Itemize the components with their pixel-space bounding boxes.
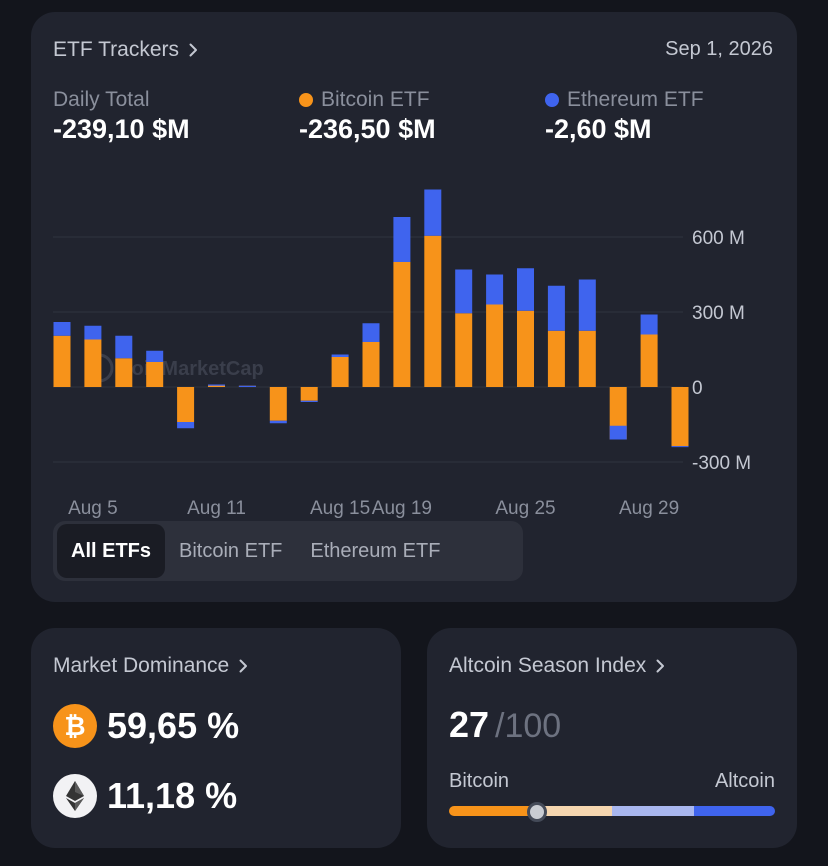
bar-segment-light-blue (612, 806, 694, 816)
chevron-right-icon (189, 43, 198, 57)
ethereum-etf-stat: Ethereum ETF -2,60 $M (545, 88, 704, 145)
daily-total-stat: Daily Total -239,10 $M (53, 88, 190, 145)
bar-ethereum-etf[interactable] (362, 323, 380, 342)
ethereum-legend-dot (545, 93, 559, 107)
bar-bitcoin-etf[interactable] (84, 339, 102, 388)
altcoin-side-label: Altcoin (714, 770, 775, 792)
bar-ethereum-etf[interactable] (238, 385, 256, 387)
bar-ethereum-etf[interactable] (115, 335, 133, 359)
y-tick-label: 300 M (692, 303, 745, 324)
altcoin-index-marker (527, 802, 548, 822)
bar-bitcoin-etf[interactable] (300, 387, 318, 401)
svg-text:₿: ₿ (64, 712, 85, 740)
bar-bitcoin-etf[interactable] (177, 387, 195, 422)
etf-trackers-title: ETF Trackers (53, 38, 180, 61)
eth-dominance-row: 11,18 % (53, 774, 237, 818)
etf-filter-tabs: All ETFs Bitcoin ETF Ethereum ETF (53, 521, 523, 581)
y-tick-label: 0 (692, 378, 703, 399)
x-tick-label: Aug 19 (372, 498, 432, 519)
bar-ethereum-etf[interactable] (517, 268, 534, 311)
market-dominance-card[interactable]: Market Dominance ₿ 59,65 % 11,18 % (31, 628, 401, 848)
bar-ethereum-etf[interactable] (578, 279, 596, 331)
btc-dominance-value: 59,65 % (107, 705, 240, 746)
altcoin-season-link[interactable]: Altcoin Season Index (449, 654, 665, 678)
bar-ethereum-etf[interactable] (609, 425, 627, 440)
altcoin-season-bar (449, 806, 775, 816)
bar-bitcoin-etf[interactable] (640, 334, 658, 388)
bar-ethereum-etf[interactable] (640, 314, 658, 335)
bar-bitcoin-etf[interactable] (455, 313, 473, 387)
bar-ethereum-etf[interactable] (486, 274, 504, 305)
bar-ethereum-etf[interactable] (300, 400, 318, 402)
bar-bitcoin-etf[interactable] (115, 358, 133, 387)
bitcoin-etf-value: -236,50 $M (299, 114, 436, 144)
chevron-right-icon (656, 659, 665, 673)
daily-total-label: Daily Total (53, 88, 150, 111)
bitcoin-legend-dot (299, 93, 313, 107)
bitcoin-etf-stat: Bitcoin ETF -236,50 $M (299, 88, 436, 145)
market-dominance-link[interactable]: Market Dominance (53, 654, 248, 678)
bar-ethereum-etf[interactable] (269, 420, 287, 424)
altcoin-season-title: Altcoin Season Index (449, 654, 647, 677)
bar-bitcoin-etf[interactable] (424, 235, 442, 387)
bar-bitcoin-etf[interactable] (269, 387, 287, 421)
altcoin-season-card[interactable]: Altcoin Season Index 27/100 Bitcoin Altc… (427, 628, 797, 848)
ethereum-etf-label: Ethereum ETF (567, 88, 704, 111)
bar-bitcoin-etf[interactable] (53, 335, 71, 387)
bar-ethereum-etf[interactable] (53, 322, 71, 336)
x-tick-label: Aug 5 (68, 498, 118, 519)
ethereum-icon (53, 774, 97, 818)
tab-bitcoin-etf[interactable]: Bitcoin ETF (179, 539, 283, 562)
watermark-text: CoinMarketCap (117, 358, 264, 380)
bar-bitcoin-etf[interactable] (146, 362, 164, 387)
tab-all-etfs[interactable]: All ETFs (57, 524, 166, 578)
bitcoin-etf-label: Bitcoin ETF (321, 88, 430, 111)
bar-segment-light-orange (530, 806, 612, 816)
altcoin-index-max: /100 (495, 707, 562, 745)
bar-bitcoin-etf[interactable] (547, 330, 565, 387)
ethereum-etf-value: -2,60 $M (545, 114, 652, 144)
bar-ethereum-etf[interactable] (671, 446, 689, 448)
x-tick-label: Aug 15 (310, 498, 370, 519)
x-tick-label: Aug 29 (619, 498, 679, 519)
daily-total-value: -239,10 $M (53, 114, 190, 144)
bar-ethereum-etf[interactable] (393, 217, 411, 262)
x-tick-label: Aug 25 (495, 498, 555, 519)
bar-ethereum-etf[interactable] (424, 189, 442, 236)
altcoin-index-number: 27 (449, 704, 490, 745)
btc-dominance-row: ₿ 59,65 % (53, 704, 239, 748)
y-tick-label: 600 M (692, 228, 745, 249)
bar-bitcoin-etf[interactable] (393, 262, 411, 387)
bar-bitcoin-etf[interactable] (331, 357, 349, 387)
bar-ethereum-etf[interactable] (455, 269, 473, 314)
bar-bitcoin-etf[interactable] (671, 387, 689, 447)
bar-bitcoin-etf[interactable] (517, 310, 534, 387)
eth-dominance-value: 11,18 % (107, 775, 238, 816)
bar-ethereum-etf[interactable] (146, 350, 164, 362)
bar-bitcoin-etf[interactable] (578, 330, 596, 387)
x-tick-label: Aug 11 (187, 498, 246, 519)
bar-bitcoin-etf[interactable] (362, 342, 380, 387)
bar-ethereum-etf[interactable] (84, 325, 102, 340)
bar-segment-bitcoin (449, 806, 531, 816)
market-dominance-title: Market Dominance (53, 654, 230, 677)
bar-ethereum-etf[interactable] (331, 354, 349, 358)
bar-ethereum-etf[interactable] (547, 285, 565, 331)
etf-trackers-link[interactable]: ETF Trackers (53, 38, 198, 62)
bar-segment-altcoin (693, 806, 775, 816)
etf-date: Sep 1, 2026 (665, 38, 773, 60)
bitcoin-icon: ₿ (53, 704, 97, 748)
altcoin-index-value: 27/100 (449, 704, 561, 746)
etf-flow-chart[interactable]: CoinMarketCap 600 M 300 M 0 -300 M Aug 5 Aug… (31, 172, 797, 522)
etf-trackers-card: ETF Trackers Sep 1, 2026 Daily Total -23… (31, 12, 797, 602)
tab-ethereum-etf[interactable]: Ethereum ETF (310, 539, 441, 562)
bar-bitcoin-etf[interactable] (486, 304, 504, 388)
bar-ethereum-etf[interactable] (208, 384, 225, 386)
chevron-right-icon (239, 659, 248, 673)
bar-ethereum-etf[interactable] (177, 422, 195, 429)
bitcoin-side-label: Bitcoin (449, 770, 510, 792)
y-tick-label: -300 M (692, 453, 751, 474)
